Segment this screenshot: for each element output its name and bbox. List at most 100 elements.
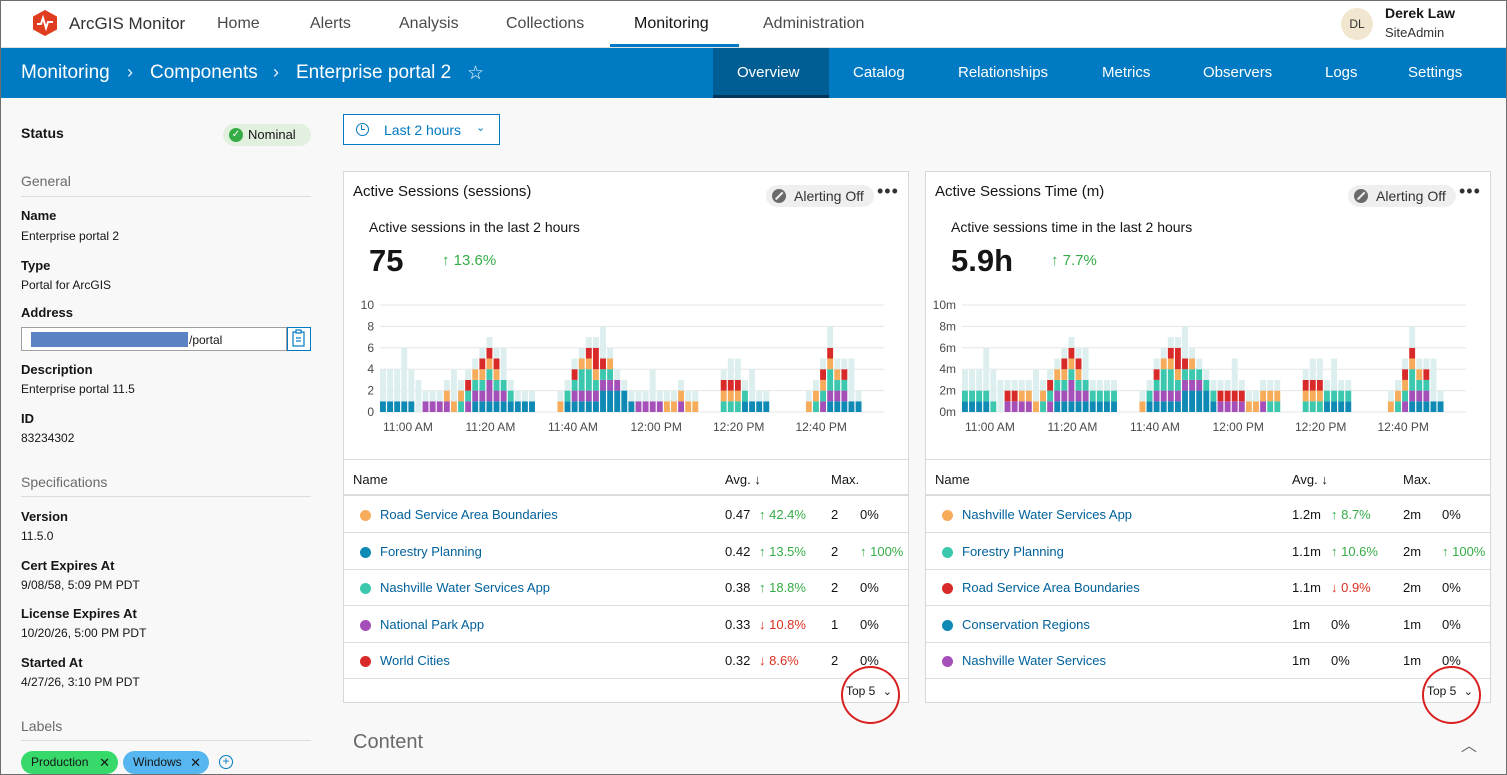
bar-segment[interactable] xyxy=(827,369,834,391)
bar-segment[interactable] xyxy=(1309,369,1316,380)
bar-segment[interactable] xyxy=(514,401,521,412)
bar-segment[interactable] xyxy=(1316,390,1323,402)
bar-segment[interactable] xyxy=(493,390,500,402)
tab-relationships[interactable]: Relationships xyxy=(958,64,1049,81)
bar-segment[interactable] xyxy=(571,390,578,402)
bar-segment[interactable] xyxy=(855,401,862,412)
bar-segment[interactable] xyxy=(1423,369,1430,380)
bar-segment[interactable] xyxy=(1253,401,1259,412)
bar-segment[interactable] xyxy=(1167,401,1174,412)
bar-segment[interactable] xyxy=(1004,401,1011,412)
bar-segment[interactable] xyxy=(1004,390,1011,402)
bar-segment[interactable] xyxy=(1409,390,1416,402)
bar-segment[interactable] xyxy=(749,401,756,412)
breadcrumb-monitoring[interactable]: Monitoring xyxy=(21,62,110,83)
nav-analysis[interactable]: Analysis xyxy=(399,15,459,32)
bar-segment[interactable] xyxy=(621,390,628,412)
bar-segment[interactable] xyxy=(1267,390,1274,402)
bar-segment[interactable] xyxy=(1025,401,1032,412)
bar-segment[interactable] xyxy=(834,401,841,412)
bar-segment[interactable] xyxy=(465,401,472,412)
bar-segment[interactable] xyxy=(592,369,599,380)
bar-segment[interactable] xyxy=(1153,379,1160,391)
nav-collections[interactable]: Collections xyxy=(506,15,585,32)
favorite-star-icon[interactable]: ☆ xyxy=(467,63,485,84)
bar-segment[interactable] xyxy=(1302,379,1309,391)
bar-segment[interactable] xyxy=(1345,390,1352,402)
bar-segment[interactable] xyxy=(1189,369,1196,380)
bar-segment[interactable] xyxy=(1423,401,1430,412)
tag-production[interactable]: Production ✕ xyxy=(21,751,118,774)
bar-segment[interactable] xyxy=(969,390,975,402)
bar-segment[interactable] xyxy=(834,379,841,391)
bar-segment[interactable] xyxy=(1174,369,1181,380)
bar-segment[interactable] xyxy=(813,390,819,402)
bar-segment[interactable] xyxy=(1203,390,1210,412)
col-avg[interactable]: Avg. ↓ xyxy=(725,472,761,487)
address-field[interactable]: /portal xyxy=(21,327,287,351)
bar-segment[interactable] xyxy=(976,401,983,412)
bar-segment[interactable] xyxy=(564,390,571,402)
bar-segment[interactable] xyxy=(983,379,990,391)
item-link[interactable]: National Park App xyxy=(380,616,485,632)
bar-segment[interactable] xyxy=(1260,401,1267,412)
item-link[interactable]: Nashville Water Services xyxy=(962,653,1107,668)
bar-segment[interactable] xyxy=(1267,401,1274,412)
bar-segment[interactable] xyxy=(1167,390,1174,402)
bar-segment[interactable] xyxy=(841,369,848,380)
bar-segment[interactable] xyxy=(1217,401,1224,412)
user-avatar[interactable]: DL xyxy=(1341,8,1373,40)
bar-segment[interactable] xyxy=(1245,401,1252,412)
bar-segment[interactable] xyxy=(571,379,578,391)
bar-segment[interactable] xyxy=(848,390,855,402)
tab-catalog[interactable]: Catalog xyxy=(853,64,905,81)
bar-segment[interactable] xyxy=(1416,369,1423,380)
bar-segment[interactable] xyxy=(1111,401,1117,412)
bar-segment[interactable] xyxy=(1096,390,1103,402)
bar-segment[interactable] xyxy=(990,401,997,412)
content-section-heading[interactable]: Content xyxy=(353,731,424,753)
bar-segment[interactable] xyxy=(600,390,606,412)
breadcrumb-components[interactable]: Components xyxy=(150,62,258,83)
bar-segment[interactable] xyxy=(1082,379,1089,391)
bar-segment[interactable] xyxy=(685,401,692,412)
bar-segment[interactable] xyxy=(734,369,741,380)
bar-segment[interactable] xyxy=(820,401,827,412)
bar-segment[interactable] xyxy=(387,379,393,402)
bar-segment[interactable] xyxy=(663,401,670,412)
bar-segment[interactable] xyxy=(1047,390,1054,402)
bar-segment[interactable] xyxy=(1224,401,1231,412)
bar-segment[interactable] xyxy=(1409,358,1416,370)
bar-segment[interactable] xyxy=(1416,390,1423,402)
bar-segment[interactable] xyxy=(614,390,621,412)
bar-segment[interactable] xyxy=(600,358,606,370)
bar-segment[interactable] xyxy=(1402,401,1409,412)
bar-segment[interactable] xyxy=(479,401,486,412)
nav-monitoring[interactable]: Monitoring xyxy=(634,15,709,32)
bar-segment[interactable] xyxy=(1160,358,1167,370)
item-link[interactable]: Forestry Planning xyxy=(380,543,482,559)
bar-segment[interactable] xyxy=(1075,390,1082,402)
bar-segment[interactable] xyxy=(1189,358,1196,370)
bar-segment[interactable] xyxy=(1182,369,1188,380)
bar-segment[interactable] xyxy=(1167,347,1174,359)
bar-segment[interactable] xyxy=(479,379,486,391)
bar-segment[interactable] xyxy=(1182,379,1188,391)
tab-overview[interactable]: Overview xyxy=(737,64,800,81)
bar-segment[interactable] xyxy=(1189,390,1196,412)
bar-segment[interactable] xyxy=(571,369,578,380)
bar-segment[interactable] xyxy=(1089,390,1096,402)
bar-segment[interactable] xyxy=(1402,369,1409,380)
bar-segment[interactable] xyxy=(1387,401,1394,412)
bar-segment[interactable] xyxy=(450,401,457,412)
bar-segment[interactable] xyxy=(656,401,663,412)
bar-segment[interactable] xyxy=(1054,390,1061,402)
bar-segment[interactable] xyxy=(1196,390,1203,412)
bar-segment[interactable] xyxy=(1167,358,1174,370)
bar-segment[interactable] xyxy=(1068,379,1075,402)
bar-segment[interactable] xyxy=(578,390,585,402)
bar-segment[interactable] xyxy=(607,379,614,391)
bar-segment[interactable] xyxy=(1409,401,1416,412)
bar-segment[interactable] xyxy=(827,337,834,348)
bar-segment[interactable] xyxy=(500,390,507,402)
